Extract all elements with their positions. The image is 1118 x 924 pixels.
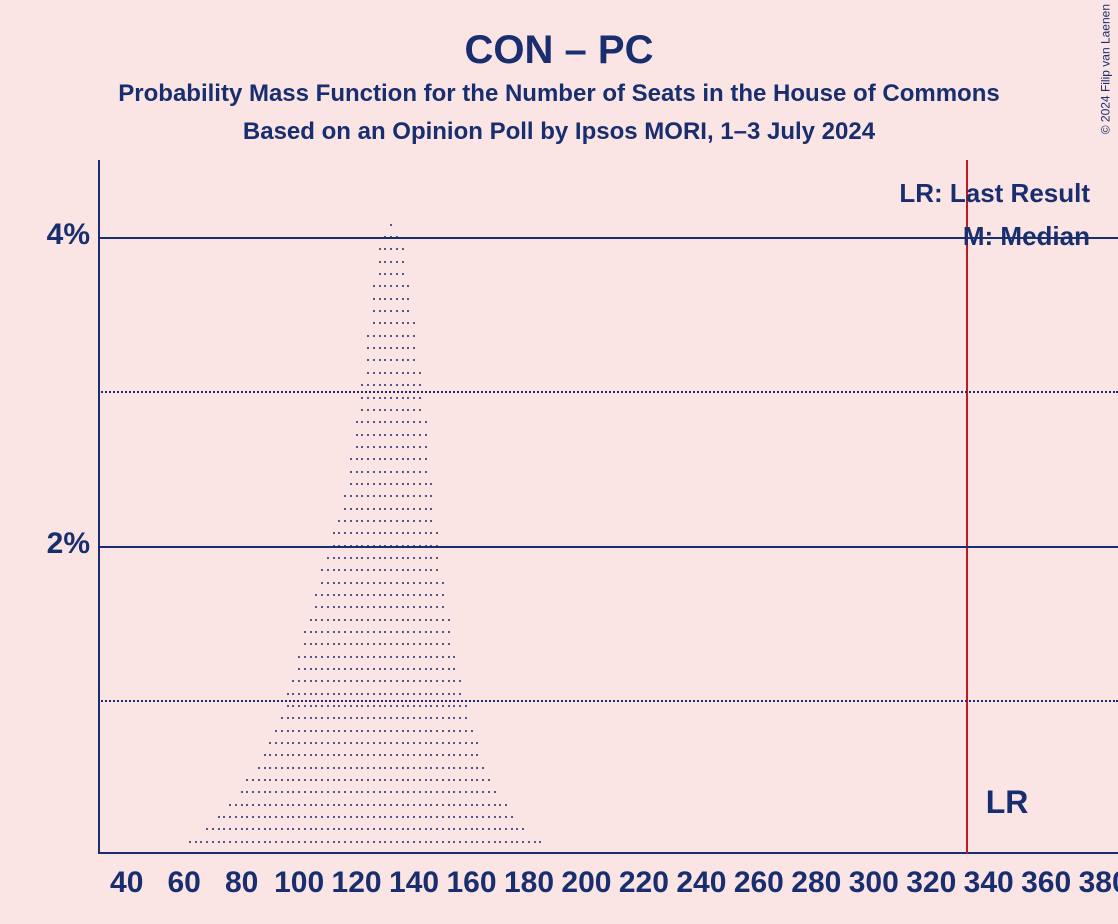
copyright-text: © 2024 Filip van Laenen [1098, 4, 1112, 134]
x-tick-label: 100 [269, 866, 329, 900]
legend-item: LR: Last Result [899, 178, 1090, 209]
x-tick-label: 160 [442, 866, 502, 900]
chart-container: CON – PC Probability Mass Function for t… [0, 0, 1118, 924]
x-tick-label: 80 [212, 866, 272, 900]
x-tick-label: 340 [959, 866, 1019, 900]
x-tick-label: 180 [499, 866, 559, 900]
x-tick-label: 40 [97, 866, 157, 900]
x-tick-label: 280 [786, 866, 846, 900]
x-tick-label: 320 [901, 866, 961, 900]
x-tick-label: 360 [1016, 866, 1076, 900]
x-tick-label: 200 [556, 866, 616, 900]
grid-line [98, 391, 1118, 393]
grid-line [98, 700, 1118, 702]
last-result-label: LR [986, 784, 1029, 821]
x-tick-label: 120 [327, 866, 387, 900]
chart-title: CON – PC [0, 28, 1118, 73]
x-tick-label: 380 [1074, 866, 1118, 900]
last-result-line [966, 160, 968, 854]
y-tick-label: 2% [20, 527, 90, 561]
y-axis [98, 160, 100, 854]
x-tick-label: 60 [154, 866, 214, 900]
x-tick-label: 240 [671, 866, 731, 900]
x-tick-label: 260 [729, 866, 789, 900]
x-tick-label: 300 [844, 866, 904, 900]
legend-item: M: Median [963, 221, 1090, 252]
x-tick-label: 140 [384, 866, 444, 900]
x-tick-label: 220 [614, 866, 674, 900]
chart-subtitle-2: Based on an Opinion Poll by Ipsos MORI, … [0, 118, 1118, 146]
chart-subtitle-1: Probability Mass Function for the Number… [0, 80, 1118, 108]
grid-line [98, 546, 1118, 548]
plot-area: LR LR: Last Result M: Median [98, 160, 1118, 854]
y-tick-label: 4% [20, 218, 90, 252]
